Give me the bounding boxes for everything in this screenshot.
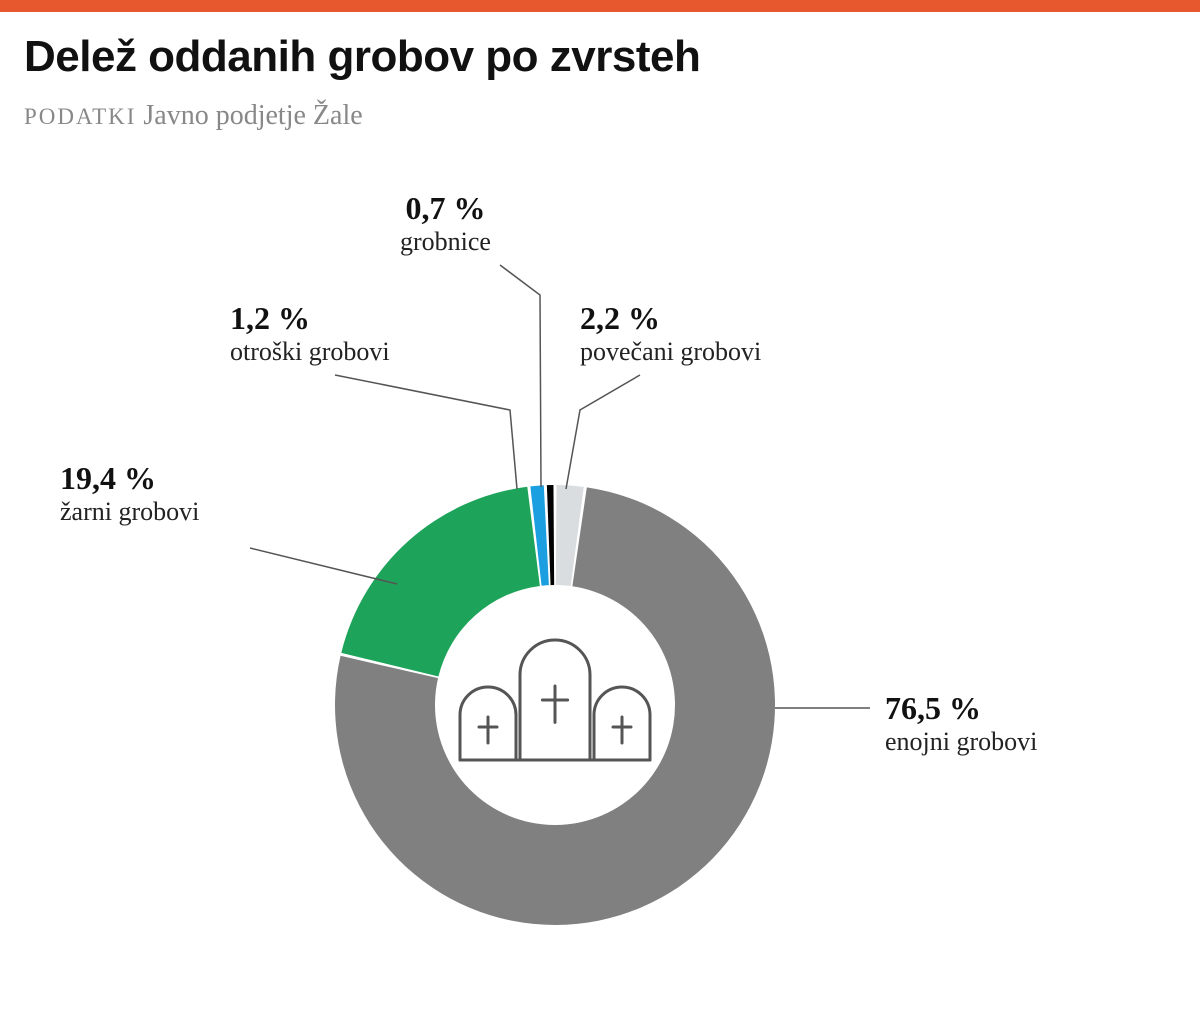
pct-grobnice: 0,7 % bbox=[400, 190, 491, 227]
name-otroski: otroški grobovi bbox=[230, 337, 390, 367]
gravestone-icon bbox=[460, 640, 650, 760]
name-enojni: enojni grobovi bbox=[885, 727, 1037, 757]
leader-grobnice bbox=[500, 265, 541, 487]
label-zarni: 19,4 % žarni grobovi bbox=[60, 460, 199, 527]
label-otroski: 1,2 % otroški grobovi bbox=[230, 300, 390, 367]
pct-zarni: 19,4 % bbox=[60, 460, 199, 497]
name-zarni: žarni grobovi bbox=[60, 497, 199, 527]
name-grobnice: grobnice bbox=[400, 227, 491, 257]
leader-otroski bbox=[335, 375, 517, 489]
leader-zarni bbox=[250, 548, 397, 584]
pct-povecani: 2,2 % bbox=[580, 300, 761, 337]
page-root: Delež oddanih grobov po zvrsteh PODATKI … bbox=[0, 0, 1200, 1029]
pct-otroski: 1,2 % bbox=[230, 300, 390, 337]
label-grobnice: 0,7 % grobnice bbox=[400, 190, 491, 257]
leader-povecani bbox=[566, 375, 640, 489]
name-povecani: povečani grobovi bbox=[580, 337, 761, 367]
label-povecani: 2,2 % povečani grobovi bbox=[580, 300, 761, 367]
slice-zarni bbox=[341, 487, 540, 677]
pct-enojni: 76,5 % bbox=[885, 690, 1037, 727]
label-enojni: 76,5 % enojni grobovi bbox=[885, 690, 1037, 757]
